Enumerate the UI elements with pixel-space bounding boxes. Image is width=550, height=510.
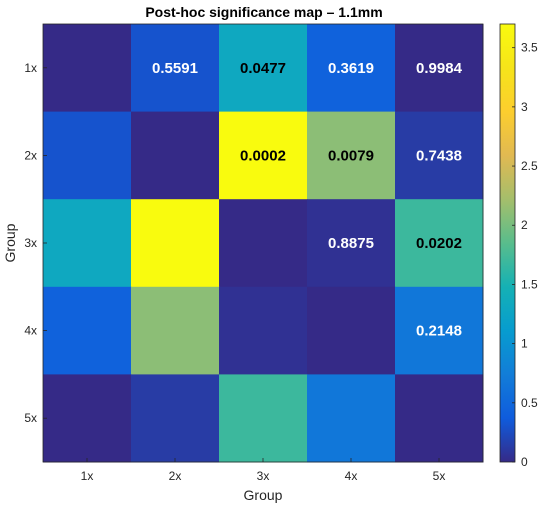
heatmap-cell (219, 286, 308, 375)
heatmap-cell (219, 24, 308, 113)
colorbar-tick-label: 1.5 (521, 277, 538, 291)
heatmap-cell (307, 24, 396, 113)
colorbar-tick-label: 2 (521, 218, 528, 232)
cell-value-label: 0.8875 (328, 235, 374, 252)
x-tick-label: 3x (257, 469, 270, 483)
colorbar-tick-label: 0.5 (521, 396, 538, 410)
colorbar-tick-label: 3 (521, 100, 528, 114)
y-tick-label: 1x (24, 61, 37, 75)
x-tick-label: 4x (345, 469, 358, 483)
cell-value-label: 0.0002 (240, 147, 286, 164)
colorbar-tick-label: 2.5 (521, 159, 538, 173)
colorbar (499, 23, 516, 463)
heatmap-cell (395, 199, 484, 288)
heatmap-cell (131, 199, 220, 288)
y-axis-label: Group (2, 223, 18, 262)
heatmap-cell (131, 24, 220, 113)
heatmap-cell (219, 111, 308, 200)
x-tick-label: 1x (81, 469, 94, 483)
heatmap-cell (43, 111, 132, 200)
colorbar-tick-label: 0 (521, 455, 528, 469)
y-tick-label: 2x (24, 148, 37, 162)
heatmap-cell (131, 286, 220, 375)
heatmap-cell (131, 374, 220, 463)
heatmap-cell (43, 199, 132, 288)
colorbar-tick-label: 1 (521, 337, 528, 351)
x-tick-label: 5x (433, 469, 446, 483)
cell-value-label: 0.0477 (240, 60, 286, 77)
heatmap-cell (395, 374, 484, 463)
colorbar-tick-label: 3.5 (521, 41, 538, 55)
cell-value-label: 0.7438 (416, 147, 462, 164)
heatmap-cell (43, 24, 132, 113)
heatmap-cell (43, 374, 132, 463)
y-tick-label: 3x (24, 236, 37, 250)
heatmap-cell (307, 111, 396, 200)
cell-value-label: 0.0079 (328, 147, 374, 164)
y-tick-label: 4x (24, 324, 37, 338)
y-tick-label: 5x (24, 411, 37, 425)
heatmap-cell (219, 374, 308, 463)
heatmap-cell (307, 286, 396, 375)
heatmap-cell (307, 199, 396, 288)
heatmap-cell (395, 286, 484, 375)
x-axis-label: Group (244, 487, 283, 503)
x-tick-label: 2x (169, 469, 182, 483)
heatmap-cell (395, 24, 484, 113)
cell-value-label: 0.0202 (416, 235, 462, 252)
heatmap-cell (307, 374, 396, 463)
chart-title: Post-hoc significance map – 1.1mm (145, 4, 382, 20)
heatmap-cell (131, 111, 220, 200)
cell-value-label: 0.3619 (328, 60, 374, 77)
cell-value-label: 0.9984 (416, 60, 463, 77)
heatmap-cell (219, 199, 308, 288)
heatmap-cell (395, 111, 484, 200)
heatmap-cell (43, 286, 132, 375)
cell-value-label: 0.2148 (416, 323, 462, 340)
cell-value-label: 0.5591 (152, 60, 198, 77)
